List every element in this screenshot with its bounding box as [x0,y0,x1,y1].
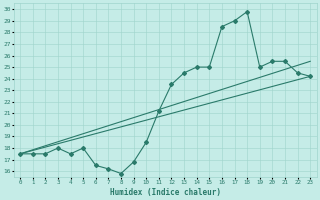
X-axis label: Humidex (Indice chaleur): Humidex (Indice chaleur) [110,188,220,197]
